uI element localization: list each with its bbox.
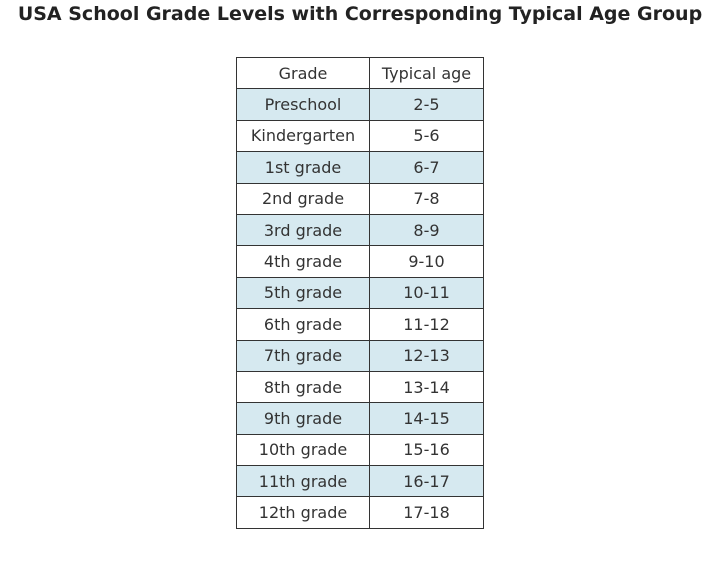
age-cell: 12-13 [369, 339, 484, 372]
table-row: 7th grade 12-13 [236, 339, 484, 372]
table-body: Preschool 2-5 Kindergarten 5-6 1st grade 6-7 2… [236, 88, 484, 529]
grade-table: Grade Typical age Preschool 2-5 Kindergart… [236, 56, 484, 529]
age-cell: 2-5 [369, 88, 484, 121]
age-cell: 10-11 [369, 276, 484, 310]
table-row: 3rd grade 8-9 [236, 213, 484, 247]
grade-cell: Kindergarten [236, 119, 370, 153]
table-row: 1st grade 6-7 [236, 151, 484, 184]
table-row: 6th grade 11-12 [236, 308, 484, 341]
age-cell: 11-12 [369, 308, 484, 341]
grade-cell: 11th grade [236, 465, 370, 498]
header-cell: Grade [236, 56, 370, 90]
age-cell: 16-17 [369, 465, 484, 498]
table-row: Preschool 2-5 [236, 88, 484, 121]
grade-cell: 7th grade [236, 339, 370, 372]
table-row: 10th grade 15-16 [236, 433, 484, 467]
age-cell: 9-10 [369, 245, 484, 278]
header-cell: Typical age [369, 56, 484, 90]
grade-cell: 1st grade [236, 151, 370, 184]
table-row: 9th grade 14-15 [236, 402, 484, 435]
table-row: 12th grade 17-18 [236, 496, 484, 529]
age-cell: 17-18 [369, 496, 484, 529]
grade-cell: 12th grade [236, 496, 370, 529]
age-cell: 13-14 [369, 370, 484, 404]
grade-cell: 5th grade [236, 276, 370, 310]
age-cell: 5-6 [369, 119, 484, 153]
table-row: 4th grade 9-10 [236, 245, 484, 278]
table-row: 5th grade 10-11 [236, 276, 484, 310]
age-cell: 15-16 [369, 433, 484, 467]
table-row: 2nd grade 7-8 [236, 182, 484, 215]
grade-cell: Preschool [236, 88, 370, 121]
age-cell: 6-7 [369, 151, 484, 184]
grade-cell: 2nd grade [236, 182, 370, 215]
age-cell: 7-8 [369, 182, 484, 215]
grade-cell: 10th grade [236, 433, 370, 467]
grade-cell: 8th grade [236, 370, 370, 404]
grade-cell: 3rd grade [236, 213, 370, 247]
table-header: Grade Typical age [236, 56, 484, 90]
grade-cell: 9th grade [236, 402, 370, 435]
age-cell: 8-9 [369, 213, 484, 247]
table-row: Kindergarten 5-6 [236, 119, 484, 153]
table-row: 8th grade 13-14 [236, 370, 484, 404]
title: USA School Grade Levels with Correspondi… [17, 3, 703, 25]
table-row: 11th grade 16-17 [236, 465, 484, 498]
header-row: Grade Typical age [236, 56, 484, 90]
age-cell: 14-15 [369, 402, 484, 435]
grade-cell: 4th grade [236, 245, 370, 278]
grade-cell: 6th grade [236, 308, 370, 341]
